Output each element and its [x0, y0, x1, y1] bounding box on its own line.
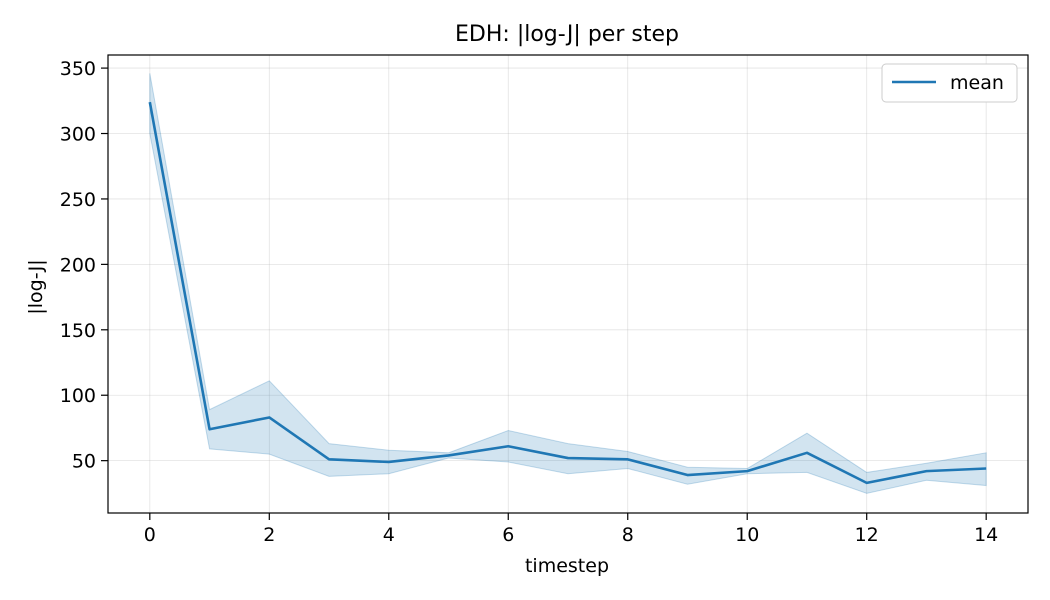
- confidence-band-layer: [149, 73, 987, 494]
- series-line-mean: [148, 101, 987, 485]
- x-tick-label: 0: [144, 524, 156, 546]
- series-line-layer: [148, 101, 987, 485]
- y-axis-label: |log-J|: [25, 259, 47, 314]
- x-tick-label: 14: [974, 524, 998, 546]
- y-tick-label: 100: [60, 385, 96, 407]
- y-axis-ticks: 50 100 150 200 250 300 350: [60, 58, 108, 473]
- x-tick-label: 6: [502, 524, 514, 546]
- legend-label-mean: mean: [950, 72, 1004, 94]
- y-tick-label: 200: [60, 254, 96, 276]
- y-tick-label: 50: [72, 451, 96, 473]
- x-axis-ticks: 0 2 4 6 8 10 12 14: [144, 513, 998, 546]
- x-tick-label: 4: [383, 524, 395, 546]
- legend-box: [881, 63, 1018, 103]
- confidence-band: [149, 73, 987, 494]
- y-tick-label: 250: [60, 189, 96, 211]
- y-tick-label: 300: [60, 124, 96, 146]
- x-tick-label: 12: [855, 524, 879, 546]
- grid-lines: [108, 55, 1028, 513]
- y-tick-label: 350: [60, 58, 96, 80]
- legend: mean: [881, 63, 1018, 103]
- chart-title: EDH: |log-J| per step: [455, 22, 679, 47]
- axes-frame: [107, 54, 1029, 514]
- x-tick-label: 10: [735, 524, 759, 546]
- y-tick-label: 150: [60, 320, 96, 342]
- x-tick-label: 8: [622, 524, 634, 546]
- x-tick-label: 2: [263, 524, 275, 546]
- x-axis-label: timestep: [525, 555, 609, 577]
